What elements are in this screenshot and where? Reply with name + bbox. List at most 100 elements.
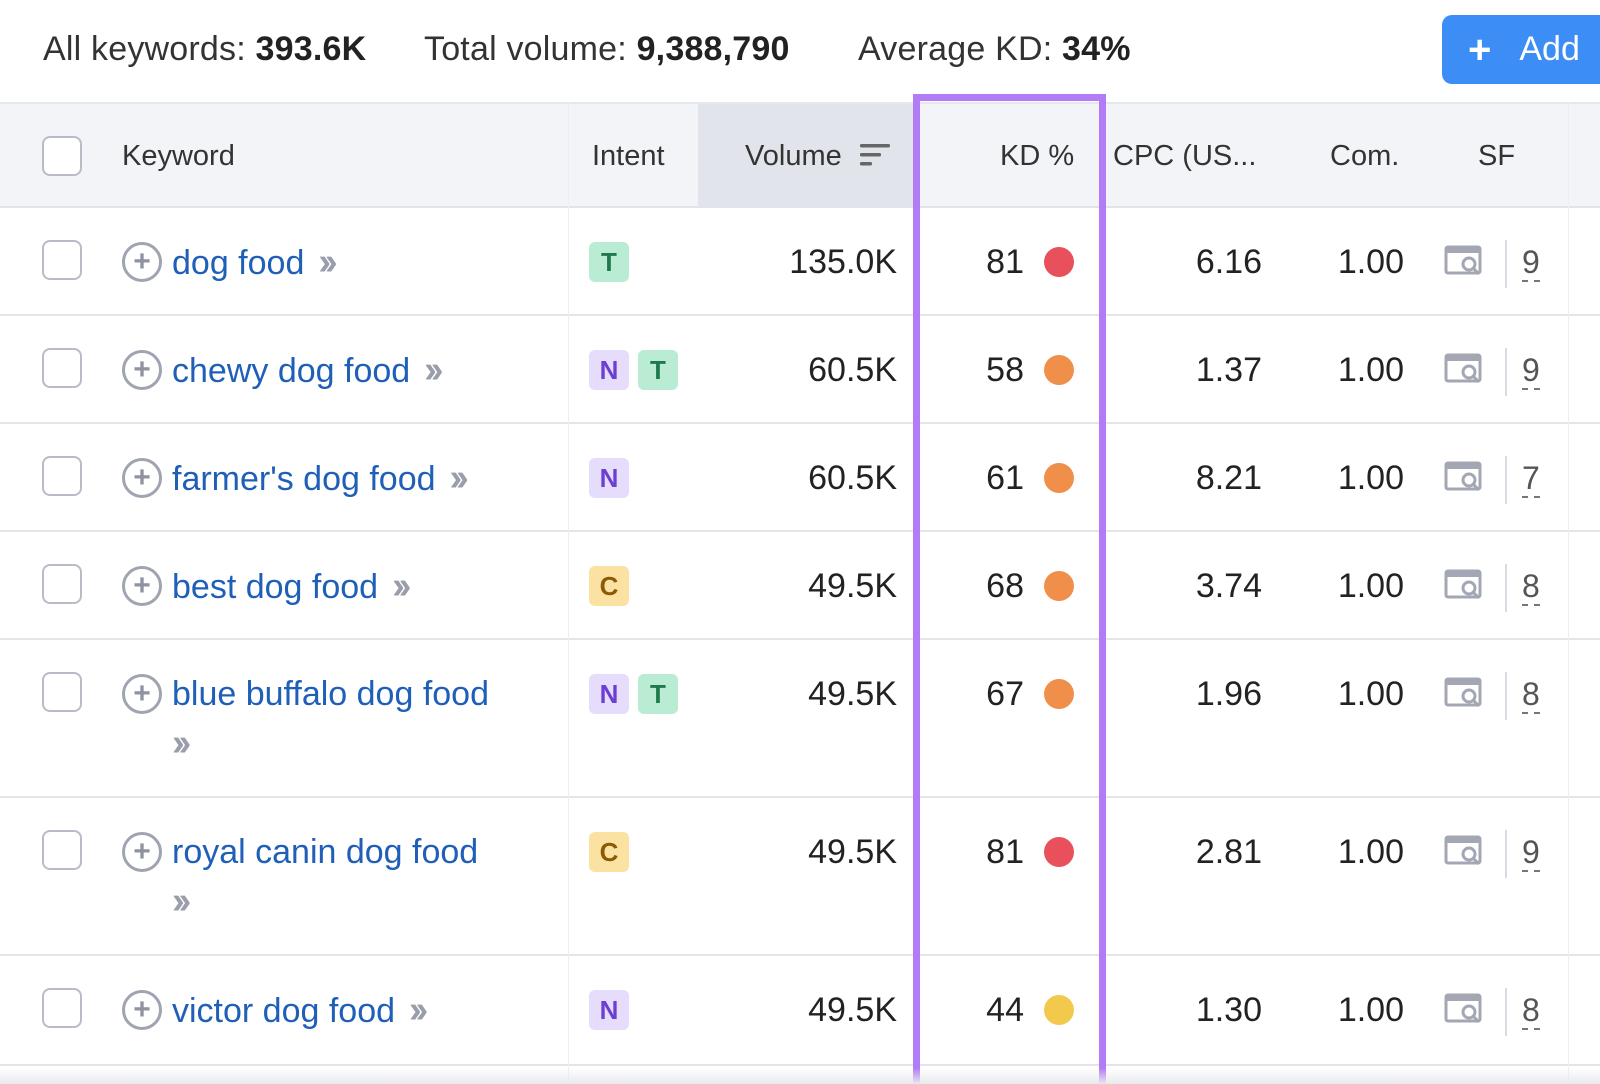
serp-features-count[interactable]: 8 — [1522, 568, 1540, 606]
keyword-overview-icon[interactable]: ›› — [449, 457, 469, 499]
keyword-text: chewy dog food — [172, 352, 411, 390]
add-to-list-icon[interactable]: + — [122, 350, 162, 390]
table-row: + best dog food ›› C 49.5K 68 3.74 1.00 8 — [0, 532, 1600, 640]
cpc-value: 1.96 — [1195, 675, 1262, 713]
sf-divider — [1505, 672, 1507, 720]
intent-badge[interactable]: N — [589, 674, 629, 714]
com-value: 1.00 — [1337, 675, 1404, 713]
kd-difficulty-dot — [1044, 247, 1074, 277]
column-cpc[interactable]: CPC (US... — [1113, 140, 1257, 172]
average-kd-label: Average KD: — [858, 30, 1053, 68]
sf-divider — [1505, 348, 1507, 396]
serp-preview-icon[interactable] — [1444, 569, 1484, 601]
row-checkbox[interactable] — [42, 456, 82, 496]
serp-preview-icon[interactable] — [1444, 353, 1484, 385]
intent-badge[interactable]: N — [589, 350, 629, 390]
column-divider — [568, 102, 569, 1084]
total-volume-label: Total volume: — [424, 30, 627, 68]
add-button-label: Add — [1519, 30, 1580, 68]
cpc-value: 8.21 — [1195, 459, 1262, 497]
add-to-list-icon[interactable]: + — [122, 242, 162, 282]
keyword-text: dog food — [172, 244, 305, 282]
intent-badge[interactable]: C — [589, 566, 629, 606]
kd-difficulty-dot — [1044, 355, 1074, 385]
column-volume[interactable]: Volume — [745, 140, 892, 173]
add-to-list-icon[interactable]: + — [122, 458, 162, 498]
keyword-link[interactable]: royal canin dog food — [172, 827, 478, 877]
sf-divider — [1505, 830, 1507, 878]
intent-badge[interactable]: T — [638, 674, 678, 714]
all-keywords-stat: All keywords: 393.6K — [43, 30, 366, 69]
kd-difficulty-dot — [1044, 571, 1074, 601]
volume-value: 135.0K — [789, 243, 897, 281]
sf-divider — [1505, 988, 1507, 1036]
table-row: + victor dog food ›› N 49.5K 44 1.30 1.00 8 — [0, 956, 1600, 1066]
serp-features-count[interactable]: 8 — [1522, 676, 1540, 714]
table-row: + dog food ›› T 135.0K 81 6.16 1.00 9 — [0, 208, 1600, 316]
keyword-overview-icon[interactable]: ›› — [318, 241, 337, 283]
keyword-link[interactable]: dog food ›› — [172, 237, 338, 288]
keyword-text: royal canin dog food — [172, 833, 479, 871]
column-keyword[interactable]: Keyword — [122, 140, 235, 172]
keyword-link[interactable]: chewy dog food ›› — [172, 345, 444, 396]
com-value: 1.00 — [1337, 991, 1404, 1029]
keyword-overview-icon[interactable]: ›› — [172, 722, 191, 764]
add-to-list-icon[interactable]: + — [122, 832, 162, 872]
row-checkbox[interactable] — [42, 348, 82, 388]
serp-features-count[interactable]: 9 — [1522, 352, 1540, 390]
serp-features-count[interactable]: 9 — [1522, 244, 1540, 282]
intent-badge[interactable]: T — [589, 242, 629, 282]
kd-difficulty-dot — [1044, 679, 1074, 709]
keyword-overview-icon[interactable]: ›› — [172, 880, 191, 922]
serp-preview-icon[interactable] — [1444, 245, 1484, 277]
com-value: 1.00 — [1337, 243, 1404, 281]
keyword-overview-icon[interactable]: ›› — [424, 349, 443, 391]
intent-badge[interactable]: C — [589, 832, 629, 872]
column-sf[interactable]: SF — [1478, 140, 1516, 172]
table-row: + royal canin dog food ›› C 49.5K 81 2.81 1.00 9 — [0, 798, 1600, 956]
add-button[interactable]: + Add — [1442, 15, 1600, 84]
intent-badge[interactable]: N — [589, 990, 629, 1030]
volume-value: 49.5K — [808, 675, 897, 713]
keyword-link[interactable]: best dog food ›› — [172, 561, 412, 612]
volume-value: 60.5K — [808, 351, 897, 389]
table-row: + blue buffalo dog food ›› N T 49.5K 67 1.96 1.0… — [0, 640, 1600, 798]
sort-descending-icon — [859, 144, 890, 166]
intent-badge[interactable]: N — [589, 458, 629, 498]
serp-preview-icon[interactable] — [1444, 461, 1484, 493]
keyword-overview-icon[interactable]: ›› — [392, 565, 411, 607]
keyword-text: victor dog food — [172, 992, 396, 1030]
serp-preview-icon[interactable] — [1444, 835, 1484, 867]
average-kd-value: 34% — [1062, 30, 1131, 68]
add-to-list-icon[interactable]: + — [122, 674, 162, 714]
serp-features-count[interactable]: 7 — [1522, 460, 1540, 498]
keyword-link[interactable]: victor dog food ›› — [172, 985, 428, 1036]
keyword-link[interactable]: farmer's dog food ›› — [172, 453, 469, 504]
serp-preview-icon[interactable] — [1444, 677, 1484, 709]
row-checkbox[interactable] — [42, 830, 82, 870]
serp-features-count[interactable]: 9 — [1522, 834, 1540, 872]
kd-difficulty-dot — [1044, 837, 1074, 867]
add-to-list-icon[interactable]: + — [122, 990, 162, 1030]
intent-badge[interactable]: T — [638, 350, 678, 390]
column-com[interactable]: Com. — [1330, 140, 1400, 172]
add-to-list-icon[interactable]: + — [122, 566, 162, 606]
com-value: 1.00 — [1337, 567, 1404, 605]
serp-preview-icon[interactable] — [1444, 993, 1484, 1025]
row-checkbox[interactable] — [42, 240, 82, 280]
keyword-overview-icon[interactable]: ›› — [409, 989, 428, 1031]
cpc-value: 1.30 — [1195, 991, 1262, 1029]
row-checkbox[interactable] — [42, 988, 82, 1028]
cpc-value: 3.74 — [1195, 567, 1262, 605]
row-checkbox[interactable] — [42, 564, 82, 604]
keyword-link[interactable]: blue buffalo dog food — [172, 669, 489, 719]
serp-features-count[interactable]: 8 — [1522, 992, 1540, 1030]
column-kd[interactable]: KD % — [1000, 140, 1075, 172]
column-intent[interactable]: Intent — [592, 140, 665, 172]
select-all-checkbox[interactable] — [42, 136, 82, 176]
row-checkbox[interactable] — [42, 672, 82, 712]
column-volume-label: Volume — [745, 140, 842, 172]
cpc-value: 6.16 — [1195, 243, 1262, 281]
table-header: Keyword Intent Volume KD % CPC (US... Co… — [0, 102, 1600, 208]
kd-value: 58 — [986, 351, 1024, 389]
